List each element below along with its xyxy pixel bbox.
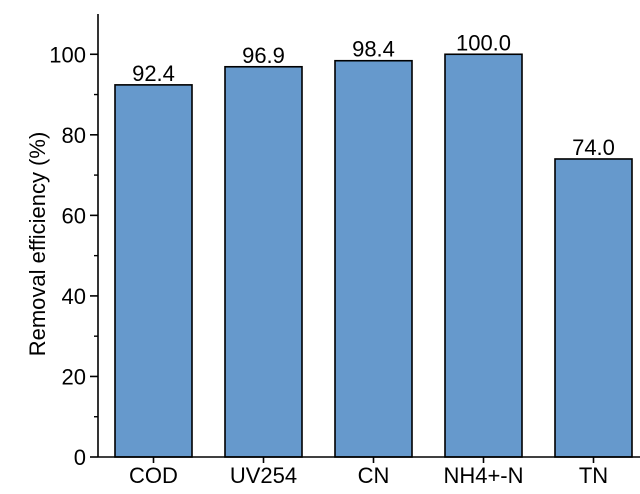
y-tick-label-100: 100	[49, 42, 86, 67]
x-tick-label-cod: COD	[129, 463, 178, 488]
axes-layer: COD UV254 CN NH4+-N TN 0 20 40 60 80 100	[49, 14, 640, 488]
data-label-cn: 98.4	[352, 37, 395, 62]
y-tick-label-0: 0	[74, 445, 86, 470]
bars-layer	[114, 53, 633, 458]
x-tick-label-cn: CN	[358, 463, 390, 488]
data-label-cod: 92.4	[132, 61, 175, 86]
y-tick-label-80: 80	[62, 123, 86, 148]
bar-nh4-n	[444, 53, 523, 458]
bar-cod	[114, 84, 193, 458]
bar-cn	[334, 59, 413, 458]
x-tick-label-tn: TN	[579, 463, 608, 488]
y-tick-label-40: 40	[62, 284, 86, 309]
data-label-nh4-n: 100.0	[456, 30, 511, 55]
data-label-uv254: 96.9	[242, 43, 285, 68]
x-tick-label-nh4-n: NH4+-N	[443, 463, 523, 488]
x-tick-label-uv254: UV254	[230, 463, 297, 488]
data-labels-layer: 92.4 96.9 98.4 100.0 74.0	[132, 30, 615, 160]
bar-uv254	[224, 65, 303, 458]
y-axis-title: Removal efficiency (%)	[25, 132, 50, 357]
y-tick-label-60: 60	[62, 203, 86, 228]
bar-tn	[554, 158, 633, 458]
data-label-tn: 74.0	[572, 135, 615, 160]
y-tick-label-20: 20	[62, 364, 86, 389]
